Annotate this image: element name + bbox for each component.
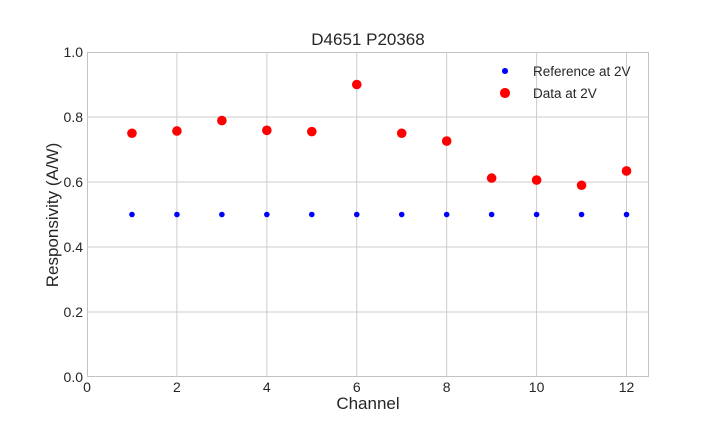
x-tick-label: 4: [262, 379, 271, 395]
x-tick-label: 10: [528, 379, 545, 395]
x-tick-label: 0: [83, 379, 91, 395]
data-dot-icon: [500, 88, 510, 98]
data-point: [396, 128, 407, 139]
y-axis-label: Responsivity (A/W): [43, 142, 62, 288]
y-tick-label: 0.4: [63, 239, 83, 255]
data-point: [217, 115, 227, 126]
reference-point: [398, 211, 405, 218]
reference-point: [578, 211, 585, 218]
x-tick-label: 12: [618, 379, 635, 395]
reference-point: [264, 211, 270, 218]
reference-point: [533, 211, 540, 218]
data-point: [576, 180, 587, 191]
data-point: [486, 173, 497, 183]
reference-point: [129, 211, 135, 218]
reference-point: [309, 211, 315, 218]
x-tick-label: 6: [352, 379, 361, 395]
x-tick-label: 2: [173, 379, 181, 395]
y-tick-label: 1.0: [63, 44, 83, 60]
data-point: [127, 128, 137, 139]
data-point: [531, 175, 542, 185]
data-point: [262, 125, 272, 136]
reference-point: [443, 211, 450, 218]
data-point: [621, 166, 632, 176]
reference-point: [488, 211, 495, 218]
reference-point: [623, 211, 630, 218]
data-point: [307, 126, 317, 137]
data-point: [172, 126, 182, 136]
reference-point: [174, 211, 180, 218]
legend: Reference at 2V Data at 2V: [492, 60, 631, 104]
y-tick-label: 0.8: [63, 109, 83, 125]
data-point: [351, 79, 362, 90]
y-tick-label: 0.2: [63, 304, 83, 320]
x-axis-label: Channel: [336, 394, 400, 413]
chart-title: D4651 P20368: [311, 30, 425, 49]
legend-entry-data: Data at 2V: [492, 82, 631, 104]
y-tick-label: 0.0: [63, 369, 83, 385]
legend-label-reference: Reference at 2V: [533, 63, 631, 79]
plot-canvas: [87, 52, 649, 377]
plot-border: [87, 52, 649, 377]
reference-point: [353, 211, 360, 218]
reference-point: [219, 211, 225, 218]
legend-label-data: Data at 2V: [533, 85, 597, 101]
y-tick-label: 0.6: [63, 174, 83, 190]
x-tick-label: 8: [442, 379, 451, 395]
data-point: [441, 136, 452, 146]
legend-entry-reference: Reference at 2V: [492, 60, 631, 82]
reference-dot-icon: [502, 68, 508, 74]
legend-marker-box: [492, 68, 518, 74]
legend-marker-box: [492, 88, 518, 98]
plot-area: [87, 52, 649, 377]
